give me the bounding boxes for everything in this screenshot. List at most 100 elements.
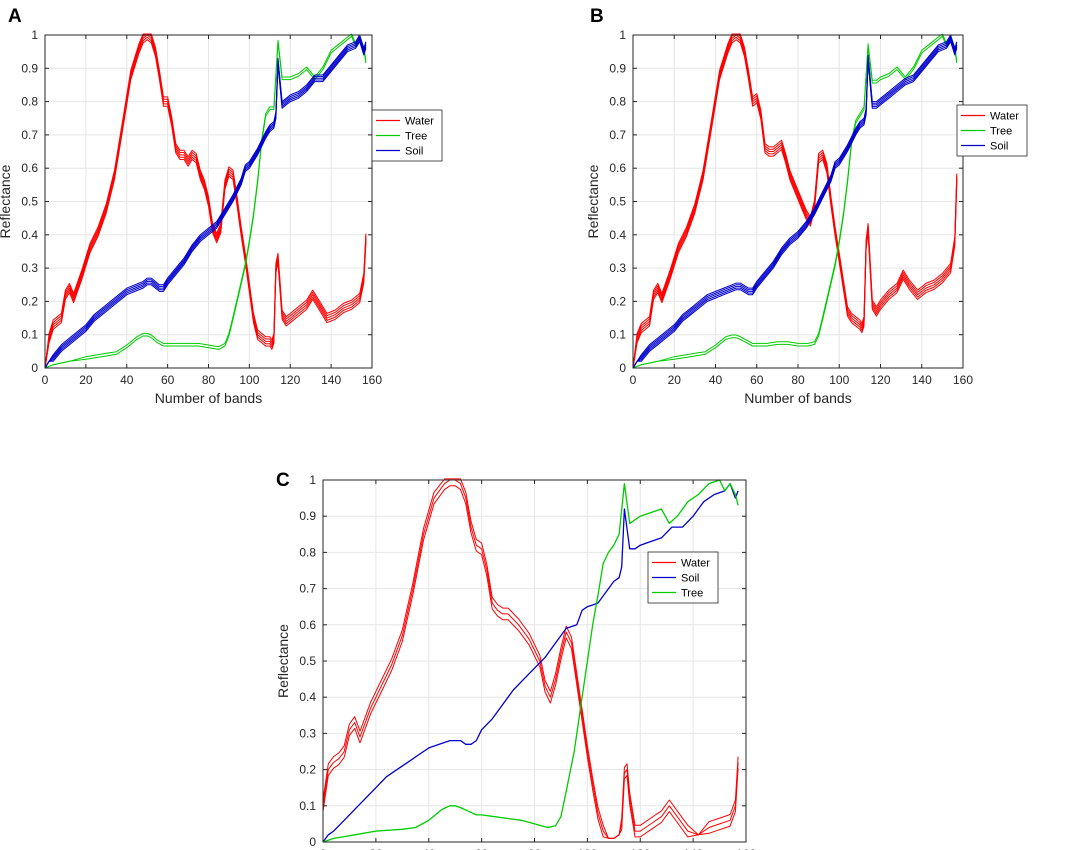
- series-line-soil: [322, 482, 739, 843]
- y-tick-label: 0.4: [21, 228, 38, 242]
- x-tick-label: 0: [630, 373, 637, 387]
- legend-label-water: Water: [990, 111, 1019, 123]
- series-line-water: [632, 34, 958, 369]
- series-lines: [322, 478, 739, 843]
- chart-panel-c: C 0 20 40 60 80 100 120 140 160 0 0.1 0.2 0.3 0.4 0.5 0.…: [275, 470, 756, 850]
- series-line-soil: [44, 36, 367, 369]
- y-tick-label: 0.2: [21, 294, 38, 308]
- series-line-soil: [632, 37, 958, 369]
- series-line-water: [322, 485, 739, 839]
- y-tick-label: 0.1: [21, 328, 38, 342]
- y-axis-label: Reflectance: [585, 164, 601, 238]
- x-tick-label: 40: [120, 373, 134, 387]
- grid: [633, 35, 963, 368]
- y-tick-label: 0.4: [609, 228, 626, 242]
- y-axis-label: Reflectance: [0, 164, 13, 238]
- x-tick-label: 80: [528, 847, 542, 850]
- y-tick-label: 0.1: [299, 799, 316, 813]
- series-line-water: [632, 33, 958, 369]
- grid: [323, 480, 746, 842]
- x-tick-label: 120: [870, 373, 890, 387]
- chart-panel-a: A 0 20 40 60 80 100 120 140 160 0 0.1 0.2 0.3 0.4 0.5 0.…: [0, 6, 443, 406]
- x-tick-label: 140: [321, 373, 341, 387]
- y-tick-label: 0: [31, 361, 38, 375]
- x-tick-label: 140: [683, 847, 703, 850]
- y-tick-label: 0.7: [21, 128, 38, 142]
- panel-label: A: [8, 6, 22, 27]
- series-line-water: [44, 33, 367, 369]
- legend-label-tree: Tree: [681, 588, 703, 600]
- y-tick-label: 0.6: [609, 161, 626, 175]
- legend-label-water: Water: [681, 558, 710, 570]
- series-line-tree: [632, 33, 958, 369]
- x-tick-label: 80: [791, 373, 805, 387]
- series-line-water: [632, 33, 958, 369]
- y-tick-label: 1: [309, 473, 316, 487]
- legend: Water Soil Tree: [647, 551, 719, 604]
- series-line-soil: [44, 37, 367, 369]
- legend-label-soil: Soil: [681, 573, 699, 585]
- y-tick-label: 0.5: [609, 195, 626, 209]
- y-tick-label: 0.9: [609, 61, 626, 75]
- y-tick-label: 0: [309, 835, 316, 849]
- y-tick-label: 0.5: [21, 195, 38, 209]
- y-tick-label: 0.3: [609, 261, 626, 275]
- x-tick-label: 0: [42, 373, 49, 387]
- x-tick-label: 80: [202, 373, 216, 387]
- series-line-water: [322, 478, 739, 839]
- x-tick-label: 0: [320, 847, 327, 850]
- y-tick-label: 1: [619, 28, 626, 42]
- series-lines: [44, 33, 367, 369]
- series-line-soil: [44, 34, 367, 369]
- y-tick-label: 0.1: [609, 328, 626, 342]
- y-tick-label: 0.4: [299, 690, 316, 704]
- y-tick-label: 0.7: [609, 128, 626, 142]
- legend-label-soil: Soil: [990, 141, 1008, 153]
- y-tick-label: 0.5: [299, 654, 316, 668]
- x-axis-label: Number of bands: [155, 390, 262, 406]
- y-tick-label: 0.8: [21, 95, 38, 109]
- x-tick-label: 160: [953, 373, 973, 387]
- series-line-soil: [632, 36, 958, 369]
- y-tick-label: 0.6: [21, 161, 38, 175]
- x-tick-label: 40: [709, 373, 723, 387]
- series-line-soil: [632, 39, 958, 369]
- series-line-tree: [44, 33, 367, 369]
- y-tick-label: 0.2: [299, 763, 316, 777]
- y-tick-label: 0.9: [21, 61, 38, 75]
- chart-panel-b: B 0 20 40 60 80 100 120 140 160 0 0.1 0.2 0.3 0.4 0.5 0.…: [585, 6, 1028, 406]
- x-tick-label: 20: [79, 373, 93, 387]
- x-tick-label: 100: [577, 847, 597, 850]
- legend-label-tree: Tree: [405, 131, 427, 143]
- y-tick-label: 0.3: [21, 261, 38, 275]
- panel-label: C: [276, 470, 290, 491]
- x-tick-label: 60: [475, 847, 489, 850]
- y-tick-label: 0.6: [299, 618, 316, 632]
- series-line-tree: [322, 479, 739, 843]
- series-line-soil: [44, 39, 367, 369]
- x-tick-label: 20: [668, 373, 682, 387]
- x-tick-label: 40: [422, 847, 436, 850]
- legend: Water Tree Soil: [956, 104, 1028, 157]
- series-line-water: [322, 479, 739, 839]
- legend: Water Tree Soil: [371, 109, 443, 162]
- y-tick-label: 0.8: [299, 545, 316, 559]
- x-tick-label: 140: [912, 373, 932, 387]
- y-tick-label: 0.3: [299, 726, 316, 740]
- legend-label-soil: Soil: [405, 146, 423, 158]
- y-axis-label: Reflectance: [275, 624, 291, 698]
- legend-label-tree: Tree: [990, 126, 1012, 138]
- x-tick-label: 160: [362, 373, 382, 387]
- x-tick-label: 160: [736, 847, 756, 850]
- x-tick-label: 120: [280, 373, 300, 387]
- y-tick-label: 0.9: [299, 509, 316, 523]
- y-tick-label: 0.2: [609, 294, 626, 308]
- x-tick-label: 60: [161, 373, 175, 387]
- x-axis-label: Number of bands: [744, 390, 851, 406]
- series-line-water: [632, 39, 958, 369]
- y-tick-label: 0: [619, 361, 626, 375]
- x-tick-label: 100: [829, 373, 849, 387]
- x-tick-label: 20: [369, 847, 383, 850]
- series-line-tree: [44, 35, 367, 369]
- x-tick-label: 60: [750, 373, 764, 387]
